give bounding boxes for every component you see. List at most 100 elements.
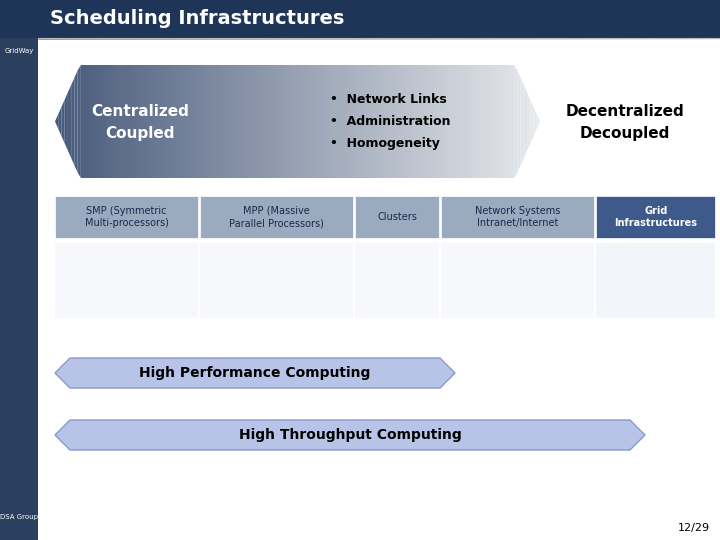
Polygon shape [378,65,382,178]
Polygon shape [401,65,404,178]
Text: Network Systems
Intranet/Internet: Network Systems Intranet/Internet [475,206,561,228]
Polygon shape [204,65,207,178]
Polygon shape [456,65,459,178]
Text: High Throughput Computing: High Throughput Computing [238,428,462,442]
Text: SMP (Symmetric
Multi-processors): SMP (Symmetric Multi-processors) [85,206,168,228]
Polygon shape [518,70,521,173]
Text: •  Homogeneity: • Homogeneity [330,137,440,150]
Polygon shape [408,65,410,178]
Polygon shape [55,420,645,450]
Polygon shape [207,65,210,178]
FancyBboxPatch shape [356,243,439,318]
Polygon shape [524,85,527,158]
Polygon shape [226,65,230,178]
Polygon shape [239,65,243,178]
FancyBboxPatch shape [200,243,354,318]
Polygon shape [152,65,156,178]
Text: Decoupled: Decoupled [580,126,670,141]
Polygon shape [440,65,443,178]
Polygon shape [168,65,171,178]
FancyBboxPatch shape [0,0,38,540]
Polygon shape [213,65,217,178]
Polygon shape [243,65,246,178]
Text: •  Network Links: • Network Links [330,93,446,106]
Text: Scheduling Infrastructures: Scheduling Infrastructures [50,10,344,29]
Polygon shape [200,65,204,178]
Polygon shape [501,65,505,178]
Polygon shape [436,65,440,178]
Polygon shape [469,65,472,178]
Polygon shape [482,65,485,178]
Polygon shape [181,65,184,178]
Polygon shape [97,65,100,178]
Text: Clusters: Clusters [377,212,418,222]
Polygon shape [327,65,330,178]
Text: Decentralized: Decentralized [566,104,685,119]
Polygon shape [162,65,165,178]
Polygon shape [130,65,132,178]
Polygon shape [210,65,213,178]
Polygon shape [158,65,162,178]
Polygon shape [479,65,482,178]
Polygon shape [323,65,327,178]
Polygon shape [55,358,455,388]
Polygon shape [443,65,446,178]
Polygon shape [84,65,87,178]
Text: DSA Group: DSA Group [0,514,38,520]
Text: Grid
Infrastructures: Grid Infrastructures [614,206,697,228]
FancyBboxPatch shape [38,38,720,540]
Polygon shape [359,65,362,178]
Polygon shape [68,85,71,158]
Polygon shape [171,65,175,178]
Polygon shape [123,65,126,178]
Text: MPP (Massive
Parallel Processors): MPP (Massive Parallel Processors) [230,206,324,228]
FancyBboxPatch shape [0,0,720,38]
Polygon shape [314,65,317,178]
Polygon shape [527,92,531,151]
Polygon shape [410,65,414,178]
Polygon shape [459,65,462,178]
Text: GridWay: GridWay [4,48,34,54]
Polygon shape [132,65,136,178]
Polygon shape [91,65,94,178]
Polygon shape [100,65,104,178]
Polygon shape [433,65,436,178]
Polygon shape [485,65,488,178]
Polygon shape [117,65,120,178]
Polygon shape [356,65,359,178]
Polygon shape [217,65,220,178]
Polygon shape [188,65,191,178]
Polygon shape [55,114,58,129]
Polygon shape [375,65,378,178]
Polygon shape [265,65,269,178]
Polygon shape [81,65,84,178]
Text: 12/29: 12/29 [678,523,710,533]
Polygon shape [388,65,391,178]
Text: •  Administration: • Administration [330,115,451,128]
Polygon shape [230,65,233,178]
Polygon shape [534,107,537,136]
Polygon shape [107,65,110,178]
Polygon shape [246,65,249,178]
FancyBboxPatch shape [200,196,354,238]
Polygon shape [362,65,366,178]
Polygon shape [449,65,453,178]
Polygon shape [353,65,356,178]
Polygon shape [427,65,430,178]
Polygon shape [74,70,78,173]
Polygon shape [256,65,258,178]
Text: Centralized: Centralized [91,104,189,119]
Polygon shape [113,65,117,178]
Polygon shape [466,65,469,178]
Polygon shape [453,65,456,178]
Polygon shape [294,65,297,178]
Text: High Performance Computing: High Performance Computing [139,366,371,380]
Polygon shape [369,65,372,178]
Polygon shape [136,65,139,178]
Polygon shape [197,65,200,178]
Polygon shape [498,65,501,178]
Polygon shape [462,65,466,178]
Polygon shape [307,65,310,178]
FancyBboxPatch shape [55,243,198,318]
Polygon shape [343,65,346,178]
